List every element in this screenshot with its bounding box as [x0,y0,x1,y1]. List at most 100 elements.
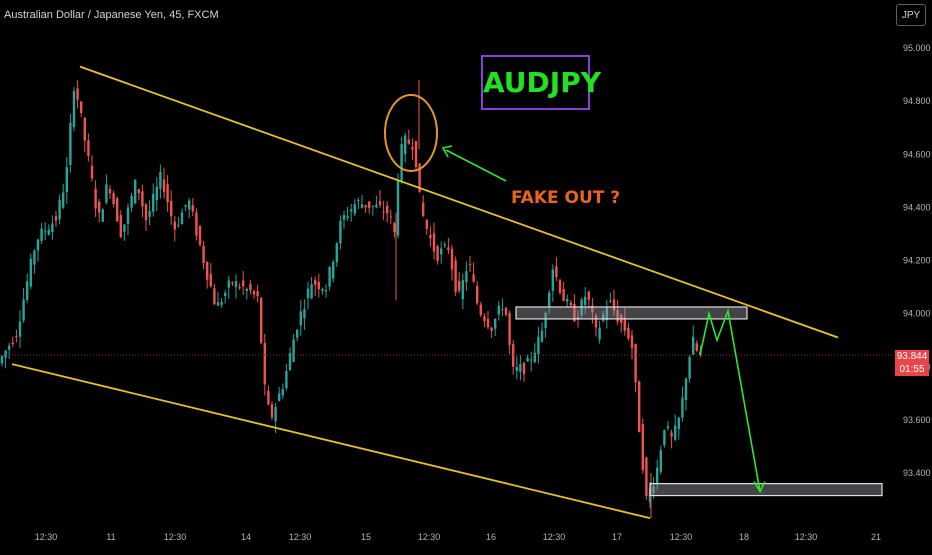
symbol-header: Australian Dollar / Japanese Yen, 45, FX… [4,9,219,21]
candle-body [18,321,22,337]
candle-body [519,364,522,372]
candle-body [630,335,634,349]
candle-body [594,315,598,328]
candle-body [350,209,353,212]
symbol-title-box: AUDJPY [481,55,601,110]
candle-body [317,281,320,290]
candle-body [260,297,263,343]
candle-body [400,144,403,181]
candle-body [296,329,299,338]
currency-button[interactable]: JPY [896,4,926,26]
candle-body [681,397,684,418]
candle-body [645,457,648,497]
candle-body [101,209,104,222]
candle-body [501,309,504,311]
candle-body [544,313,547,329]
candle-body [191,205,194,212]
candle-body [11,342,14,345]
price-tick-label: 93.400 [903,468,931,478]
candle-body [573,303,576,322]
candle-body [234,281,238,288]
candle-body [476,285,479,304]
candle-body [641,423,644,471]
candle-body [454,260,457,293]
time-tick-label: 16 [486,532,496,542]
channel-upper-line [79,65,839,339]
resistance-zone [515,306,748,320]
price-tick-label: 94.600 [903,149,931,159]
candle-body [44,231,47,233]
candle-body [598,327,601,340]
candle-body [540,330,544,342]
candle-body [396,179,400,236]
candle-body [328,267,331,287]
candle-body [224,292,227,297]
candle-body [177,224,180,226]
candle-body [339,220,342,244]
candle-body [432,233,436,252]
candle-body [609,300,612,302]
candle-body [220,302,223,305]
candle-body [76,88,79,100]
candle-body [447,247,450,250]
candle-body [65,167,68,193]
candle-body [29,258,32,287]
time-tick-label: 12:30 [543,532,566,542]
time-tick-label: 11 [106,532,115,542]
candle-body [418,163,421,193]
candle-body [659,450,662,472]
candle-body [508,312,511,345]
candle-body [360,204,364,208]
candle-body [569,302,572,306]
candle-body [299,311,302,326]
candle-body [443,244,446,246]
candle-body [666,426,670,429]
time-tick-label: 17 [612,532,622,542]
candle-body [465,271,468,282]
candle-body [515,367,518,371]
candle-body [486,319,490,328]
time-tick-label: 12:30 [164,532,187,542]
candle-body [357,200,360,202]
candle-body [206,261,209,280]
candle-body [126,207,130,224]
time-tick-label: 12:30 [289,532,312,542]
candle-body [386,205,389,214]
candle-body [663,429,666,446]
candle-body [548,292,551,307]
candle-body [263,342,266,385]
candle-body [353,204,356,214]
candle-body [346,216,349,218]
time-tick-label: 12:30 [795,532,818,542]
time-tick-label: 15 [361,532,371,542]
candle-body [242,280,245,287]
candle-body [285,370,288,389]
candle-body [22,299,25,321]
candle-body [404,135,407,154]
candle-body [306,288,310,299]
channel-lower-line [11,363,651,520]
candle-body [152,193,155,212]
candle-body [566,298,569,302]
time-tick-label: 21 [871,532,881,542]
candle-body [555,266,558,278]
candle-body [587,291,590,301]
candle-body [494,319,497,329]
candle-body [8,345,11,350]
time-tick-label: 12:30 [418,532,441,542]
candle-body [274,407,277,422]
candle-body [112,193,115,204]
candle-body [270,404,274,418]
candle-body [303,309,306,319]
candle-body [36,239,40,251]
candle-body [69,122,72,166]
candle-body [393,223,396,233]
last-price-value: 93.844 [896,351,928,362]
candle-body [198,226,202,245]
price-tick-label: 94.400 [903,202,931,212]
candle-body [389,216,392,218]
candle-body [0,356,4,364]
